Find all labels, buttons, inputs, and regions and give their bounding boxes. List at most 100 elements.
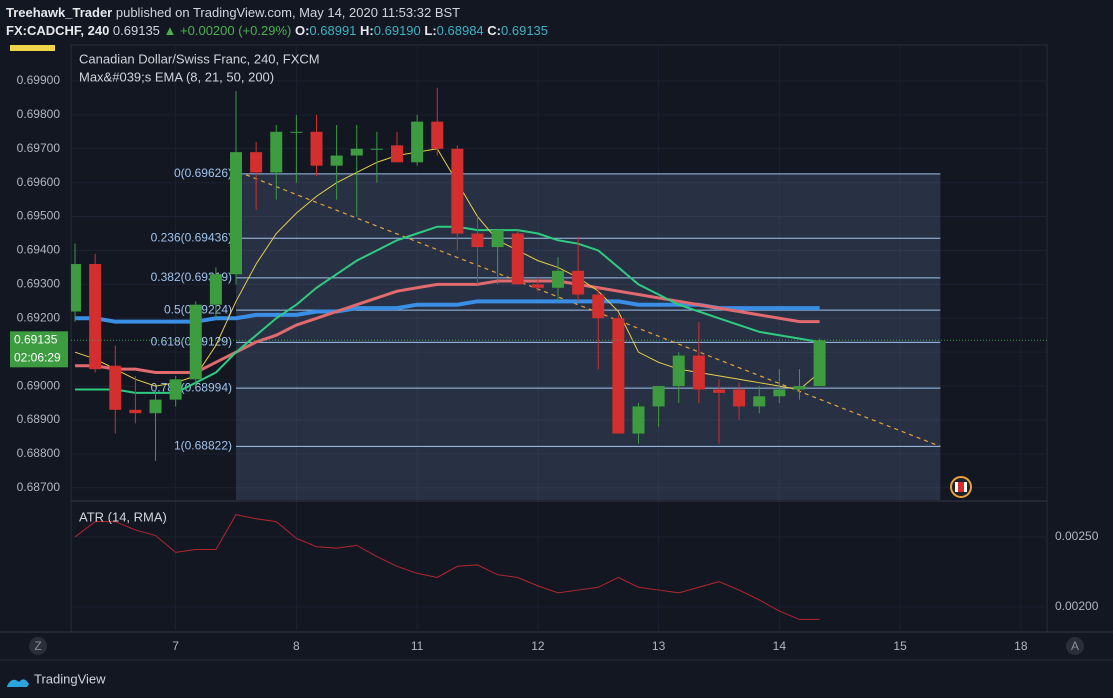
logo xyxy=(7,679,29,687)
fib-label: 0(0.69626) xyxy=(174,166,232,180)
fib-label: 0.236(0.69436) xyxy=(151,230,232,244)
header: Treehawk_Trader published on TradingView… xyxy=(6,4,548,40)
ohlc-value: 0.68991 xyxy=(309,23,357,38)
ohlc-key: H: xyxy=(360,23,374,38)
candle-body xyxy=(632,406,645,434)
candle-body xyxy=(270,131,283,173)
x-tick-label: 12 xyxy=(531,639,545,653)
candle-body xyxy=(411,121,424,163)
y-tick-label: 0.69300 xyxy=(17,277,61,291)
fib-label: 1(0.68822) xyxy=(174,439,232,453)
candle-body xyxy=(431,121,444,149)
ohlc-value: 0.68984 xyxy=(436,23,484,38)
indicator-name: ATR (14, RMA) xyxy=(79,509,167,524)
flag-icon xyxy=(958,482,964,492)
candle-body xyxy=(330,155,343,166)
candle-body xyxy=(391,145,404,163)
candle-body xyxy=(89,264,102,370)
candle-body xyxy=(250,152,263,173)
button[interactable] xyxy=(29,637,47,655)
ema-line xyxy=(75,225,820,394)
y-tick-label: 0.69700 xyxy=(17,141,61,155)
price-badge xyxy=(10,331,68,368)
quote-line: FX:CADCHF, 240 0.69135 ▲ +0.00200 (+0.29… xyxy=(6,22,548,40)
candle-body xyxy=(471,233,484,248)
x-tick-label: 11 xyxy=(411,639,424,653)
price-flag xyxy=(10,45,55,51)
x-tick-label: 8 xyxy=(293,639,300,653)
ohlc-key: O: xyxy=(294,23,310,38)
x-tick-label: 7 xyxy=(172,639,179,653)
candle-body xyxy=(652,386,665,407)
x-tick-label: 15 xyxy=(893,639,907,653)
candle-body xyxy=(109,365,122,410)
fib-area xyxy=(236,173,941,500)
candle-body xyxy=(813,340,826,387)
candle-body xyxy=(511,233,524,285)
candle-body xyxy=(712,389,725,393)
candle-body xyxy=(149,399,162,414)
candle-body xyxy=(491,230,504,248)
x-tick-label: 13 xyxy=(652,639,666,653)
ohlc-key: L: xyxy=(424,23,437,38)
y-tick-label: 0.69000 xyxy=(17,378,61,392)
y-tick-label: 0.00250 xyxy=(1055,529,1099,543)
chart-title: Canadian Dollar/Swiss Franc, 240, FXCM xyxy=(79,51,320,66)
candle-body xyxy=(753,396,766,407)
y-tick-label: 0.69800 xyxy=(17,107,61,121)
symbol: FX:CADCHF, 240 xyxy=(6,23,110,38)
x-tick-label: 18 xyxy=(1014,639,1028,653)
button-label: Z xyxy=(34,639,41,653)
x-tick-label: 14 xyxy=(773,639,787,653)
pane-border xyxy=(70,44,1048,633)
overlay: 0.687000.688000.689000.690000.691000.692… xyxy=(10,51,1099,653)
published: published on TradingView.com, May 14, 20… xyxy=(115,5,461,20)
candle-body xyxy=(572,270,585,295)
main-pane: 0(0.69626)0.236(0.69436)0.382(0.69319)0.… xyxy=(71,45,1047,500)
candle-body xyxy=(793,386,806,390)
brand: TradingView xyxy=(34,671,106,686)
indicator-name: Max&#039;s EMA (8, 21, 50, 200) xyxy=(79,69,274,84)
price-badge-label: 0.69135 xyxy=(14,332,58,346)
button-label: A xyxy=(1071,639,1079,653)
candle-body xyxy=(290,131,303,133)
last: 0.69135 xyxy=(112,23,160,38)
candle-body xyxy=(129,409,142,414)
candle-body xyxy=(230,152,243,275)
y-tick-label: 0.68900 xyxy=(17,412,61,426)
y-tick-label: 0.68700 xyxy=(17,480,61,494)
ohlc-value: 0.69135 xyxy=(501,23,549,38)
candle-body xyxy=(209,274,222,305)
candle-body xyxy=(71,264,82,312)
y-tick-label: 0.00200 xyxy=(1055,599,1099,613)
candle-body xyxy=(612,318,625,434)
candle-body xyxy=(310,131,323,166)
button[interactable] xyxy=(1066,637,1084,655)
y-tick-label: 0.69900 xyxy=(17,73,61,87)
candle-body xyxy=(551,270,564,288)
atr-line xyxy=(74,514,820,620)
ohlc-value: 0.69190 xyxy=(373,23,421,38)
ohlc-key: C: xyxy=(487,23,502,38)
candle-body xyxy=(370,148,383,150)
candle-body xyxy=(692,355,705,390)
publish-line: Treehawk_Trader published on TradingView… xyxy=(6,4,548,22)
candle-body xyxy=(451,148,464,234)
y-tick-label: 0.68800 xyxy=(17,446,61,460)
change: ▲ +0.00200 (+0.29%) xyxy=(163,23,292,38)
user: Treehawk_Trader xyxy=(6,5,113,20)
candle-body xyxy=(169,379,182,400)
atr-pane xyxy=(71,502,1047,632)
candle-body xyxy=(773,389,786,397)
candle-body xyxy=(672,355,685,387)
candle-body xyxy=(189,304,202,380)
candle-body xyxy=(531,284,544,288)
y-tick-label: 0.69600 xyxy=(17,175,61,189)
candle-body xyxy=(592,294,605,319)
y-tick-label: 0.69400 xyxy=(17,243,61,257)
countdown: 02:06:29 xyxy=(14,350,61,364)
y-tick-label: 0.69500 xyxy=(17,209,61,223)
candle-body xyxy=(350,148,363,156)
